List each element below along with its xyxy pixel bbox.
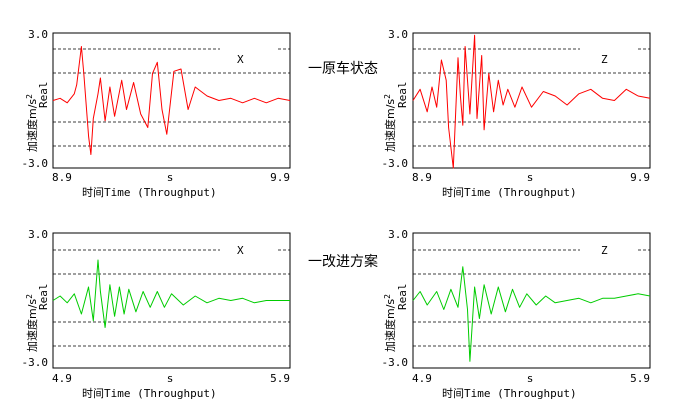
xtick-right: 5.9 xyxy=(630,372,650,385)
xtick-mid: s xyxy=(167,171,174,184)
ylabel-cn: 加速度m/s xyxy=(383,299,397,352)
ylabel-real: Real xyxy=(37,82,50,109)
ytick-top: 3.0 xyxy=(388,228,408,241)
signal-line xyxy=(52,259,290,328)
xlabel-cn: 时间 xyxy=(442,186,464,199)
ytick-bottom: -3.0 xyxy=(382,356,409,369)
ylabel-sup: 2 xyxy=(25,294,34,299)
xlabel: 时间Time (Throughput) xyxy=(82,186,217,199)
ytick-bottom: -3.0 xyxy=(22,157,49,170)
grid-lines xyxy=(413,48,650,147)
axis-letter: Z xyxy=(601,53,608,66)
ylabel-sup: 2 xyxy=(383,94,392,99)
xlabel-cn: 时间 xyxy=(82,387,104,400)
axis-letter: X xyxy=(237,53,244,66)
ytick-top: 3.0 xyxy=(28,28,48,41)
panel-original-z: Z 3.0 -3.0 8.9 s 9.9 时间Time (Throughput)… xyxy=(382,28,651,199)
ytick-top: 3.0 xyxy=(388,28,408,41)
axis-letter: Z xyxy=(601,244,608,257)
xlabel-en: Time (Throughput) xyxy=(104,186,217,199)
axis-letter: X xyxy=(237,244,244,257)
signal-line xyxy=(412,266,651,362)
label-original-vehicle: 一原车状态 xyxy=(308,60,378,77)
xlabel-cn: 时间 xyxy=(442,387,464,400)
ytick-bottom: -3.0 xyxy=(22,356,49,369)
grid-lines xyxy=(413,249,650,347)
label-improved-design: 一改进方案 xyxy=(308,253,378,270)
xtick-left: 8.9 xyxy=(52,171,72,184)
xtick-left: 4.9 xyxy=(412,372,432,385)
grid-lines xyxy=(53,249,290,347)
xlabel-en: Time (Throughput) xyxy=(464,387,577,400)
ylabel: 加速度m/s2 xyxy=(383,294,397,352)
ylabel-cn: 加速度m/s xyxy=(25,99,39,152)
panel-improved-z: Z 3.0 -3.0 4.9 s 5.9 时间Time (Throughput)… xyxy=(382,228,651,400)
panel-original-x: X 3.0 -3.0 8.9 s 9.9 时间Time (Throughput)… xyxy=(22,28,291,199)
ylabel-real: Real xyxy=(396,284,409,311)
plot-frame xyxy=(52,232,291,369)
xlabel: 时间Time (Throughput) xyxy=(442,387,577,400)
ylabel: 加速度m/s2 xyxy=(25,94,39,152)
plot-frame xyxy=(412,232,651,369)
xtick-right: 9.9 xyxy=(630,171,650,184)
signal-line xyxy=(412,34,651,169)
ytick-top: 3.0 xyxy=(28,228,48,241)
xtick-mid: s xyxy=(527,171,534,184)
xlabel-cn: 时间 xyxy=(82,186,104,199)
xtick-mid: s xyxy=(527,372,534,385)
xlabel: 时间Time (Throughput) xyxy=(442,186,577,199)
ylabel-sup: 2 xyxy=(25,94,34,99)
ylabel-cn: 加速度m/s xyxy=(25,299,39,352)
xtick-left: 4.9 xyxy=(52,372,72,385)
xtick-right: 5.9 xyxy=(270,372,290,385)
xlabel-en: Time (Throughput) xyxy=(464,186,577,199)
xlabel: 时间Time (Throughput) xyxy=(82,387,217,400)
xlabel-en: Time (Throughput) xyxy=(104,387,217,400)
ylabel-real: Real xyxy=(396,82,409,109)
signal-line xyxy=(52,46,291,155)
xtick-mid: s xyxy=(167,372,174,385)
plot-frame xyxy=(52,32,291,169)
ylabel-sup: 2 xyxy=(383,294,392,299)
ylabel: 加速度m/s2 xyxy=(383,94,397,152)
ylabel-real: Real xyxy=(37,284,50,311)
ytick-bottom: -3.0 xyxy=(382,157,409,170)
xtick-right: 9.9 xyxy=(270,171,290,184)
panel-improved-x: X 3.0 -3.0 4.9 s 5.9 时间Time (Throughput)… xyxy=(22,228,291,400)
xtick-left: 8.9 xyxy=(412,171,432,184)
ylabel: 加速度m/s2 xyxy=(25,294,39,352)
ylabel-cn: 加速度m/s xyxy=(383,99,397,152)
